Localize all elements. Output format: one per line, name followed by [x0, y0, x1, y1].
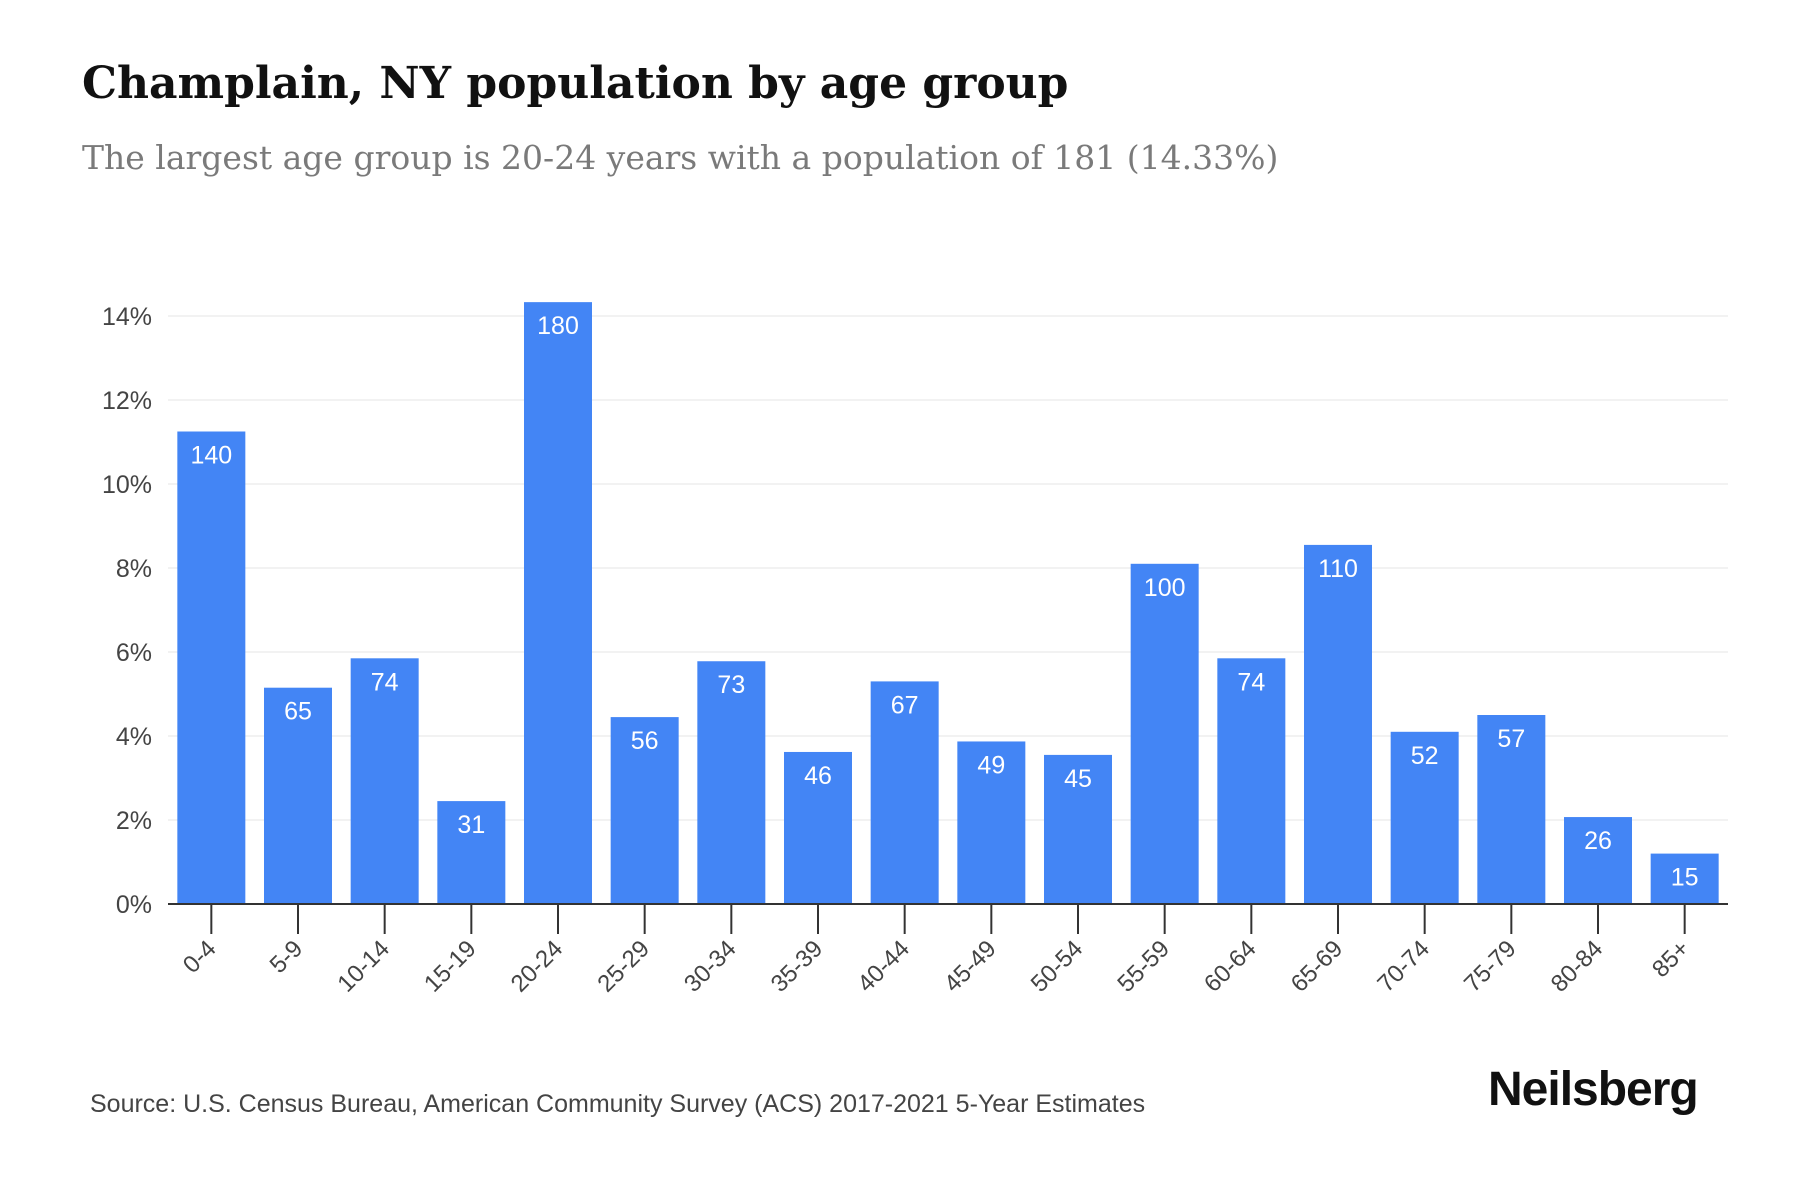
- bar-35-39: [784, 751, 852, 904]
- x-tick-label: 70-74: [1372, 935, 1435, 998]
- bar-40-44: [870, 681, 939, 904]
- x-axis: 0-4 5-9 10-14 15-19 20-24 25-29 30-34 35-39 40-4…: [168, 903, 1728, 998]
- x-tick-label: 15-19: [419, 935, 482, 998]
- bar-30-34: [697, 661, 766, 904]
- bar-value-label: 100: [1144, 574, 1186, 602]
- bar-value-labels: 140 65 74 31 180 56 73 46 67 49 45 100 74 110 52 57 26 15: [190, 312, 1698, 891]
- bar-value-label: 45: [1064, 765, 1092, 793]
- bar-value-label: 57: [1497, 725, 1525, 753]
- y-tick-label: 10%: [102, 471, 152, 499]
- source-note: Source: U.S. Census Bureau, American Com…: [90, 1090, 1146, 1118]
- x-tick-label: 60-64: [1199, 935, 1262, 998]
- bar-value-label: 31: [457, 811, 485, 839]
- bar-70-74: [1390, 731, 1459, 904]
- x-tick-label: 10-14: [332, 935, 395, 998]
- bar-0-4: [177, 431, 246, 904]
- bar-75-79: [1477, 715, 1546, 904]
- population-bar-chart: 0% 2% 4% 6% 8% 10% 12% 14% 140 65 74 31 180 56 73 46 67…: [102, 302, 1728, 998]
- bar-45-49: [957, 741, 1026, 904]
- bar-value-label: 56: [631, 727, 659, 755]
- grid-lines: [168, 315, 1728, 821]
- bar-value-label: 74: [1237, 668, 1265, 696]
- bar-20-24: [524, 302, 592, 904]
- bar-value-label: 46: [804, 762, 832, 790]
- x-tick-label: 85+: [1647, 935, 1695, 983]
- bar-5-9: [264, 687, 332, 904]
- bar-65-69: [1304, 544, 1372, 904]
- bar-15-19: [437, 801, 506, 904]
- bar-80-84: [1564, 817, 1632, 904]
- y-tick-label: 12%: [102, 387, 152, 415]
- bar-value-label: 52: [1411, 742, 1439, 770]
- y-tick-label: 8%: [116, 555, 152, 583]
- x-tick-label: 25-29: [592, 935, 655, 998]
- chart-subtitle: The largest age group is 20-24 years wit…: [82, 138, 1279, 177]
- x-tick-label: 80-84: [1546, 935, 1609, 998]
- x-tick-label: 30-34: [679, 935, 742, 998]
- bar-value-label: 73: [717, 671, 745, 699]
- x-tick-label: 50-54: [1026, 935, 1089, 998]
- x-tick-label: 75-79: [1459, 935, 1522, 998]
- x-tick-label: 40-44: [852, 935, 915, 998]
- y-tick-label: 14%: [102, 303, 152, 331]
- y-tick-label: 4%: [116, 723, 152, 751]
- chart-title: Champlain, NY population by age group: [82, 58, 1069, 109]
- bar-60-64: [1217, 658, 1286, 904]
- bar-value-label: 49: [977, 751, 1005, 779]
- bar-value-label: 15: [1671, 864, 1699, 892]
- y-tick-label: 6%: [116, 639, 152, 667]
- y-tick-label: 2%: [116, 807, 152, 835]
- x-tick-label: 5-9: [265, 935, 309, 979]
- bar-value-label: 74: [371, 668, 399, 696]
- x-tick-label: 65-69: [1286, 935, 1349, 998]
- bar-value-label: 65: [284, 698, 312, 726]
- bar-50-54: [1044, 754, 1112, 904]
- bar-10-14: [350, 658, 419, 904]
- bar-value-label: 180: [537, 312, 579, 340]
- bar-55-59: [1130, 563, 1199, 904]
- bar-value-label: 110: [1318, 555, 1358, 583]
- x-tick-label: 45-49: [939, 935, 1002, 998]
- bars: [177, 302, 1719, 904]
- brand-logo: Neilsberg: [1488, 1063, 1699, 1116]
- bar-value-label: 67: [891, 691, 919, 719]
- y-tick-label: 0%: [116, 891, 152, 919]
- bar-85+: [1650, 853, 1719, 904]
- x-tick-label: 20-24: [506, 935, 569, 998]
- y-axis-ticks: 0% 2% 4% 6% 8% 10% 12% 14%: [102, 303, 152, 919]
- x-tick-label: 35-39: [766, 935, 829, 998]
- bar-value-label: 140: [190, 442, 232, 470]
- bar-25-29: [610, 717, 679, 904]
- x-tick-label: 0-4: [178, 935, 222, 979]
- x-tick-label: 55-59: [1112, 935, 1175, 998]
- bar-value-label: 26: [1584, 827, 1612, 855]
